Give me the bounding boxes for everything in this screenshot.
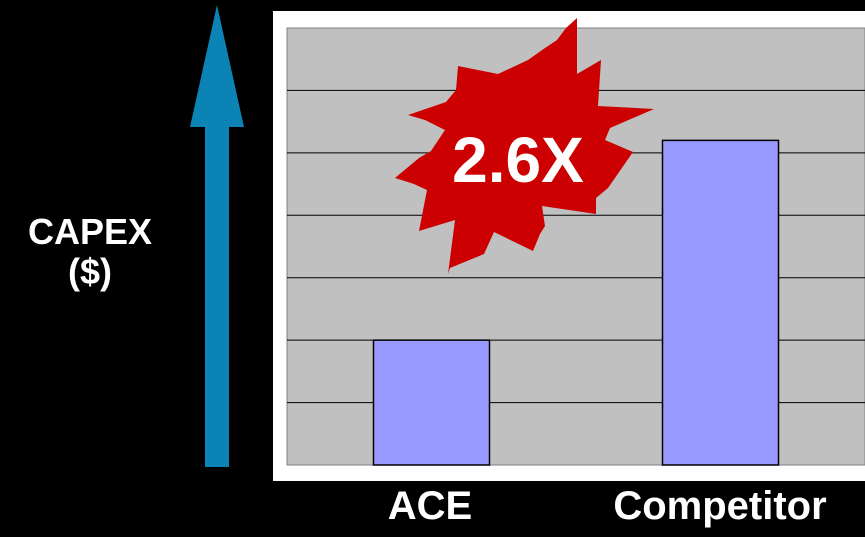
starburst-annotation: 2.6X <box>395 18 654 274</box>
bar-competitor <box>661 139 780 466</box>
y-axis-label-line-1: CAPEX <box>27 211 153 252</box>
bars <box>372 139 780 466</box>
y-axis-label-line-2: ($) <box>68 251 112 292</box>
y-axis-arrow <box>190 5 244 467</box>
bar-ace <box>372 339 491 466</box>
starburst-icon <box>395 18 654 274</box>
arrow-shaft <box>205 125 229 467</box>
x-tick-label-competitor: Competitor <box>613 484 827 528</box>
arrow-head <box>190 5 244 127</box>
annotation-label: 2.6X <box>452 124 584 196</box>
y-axis-label: CAPEX ($) <box>0 212 180 292</box>
x-tick-label-ace: ACE <box>387 484 473 528</box>
